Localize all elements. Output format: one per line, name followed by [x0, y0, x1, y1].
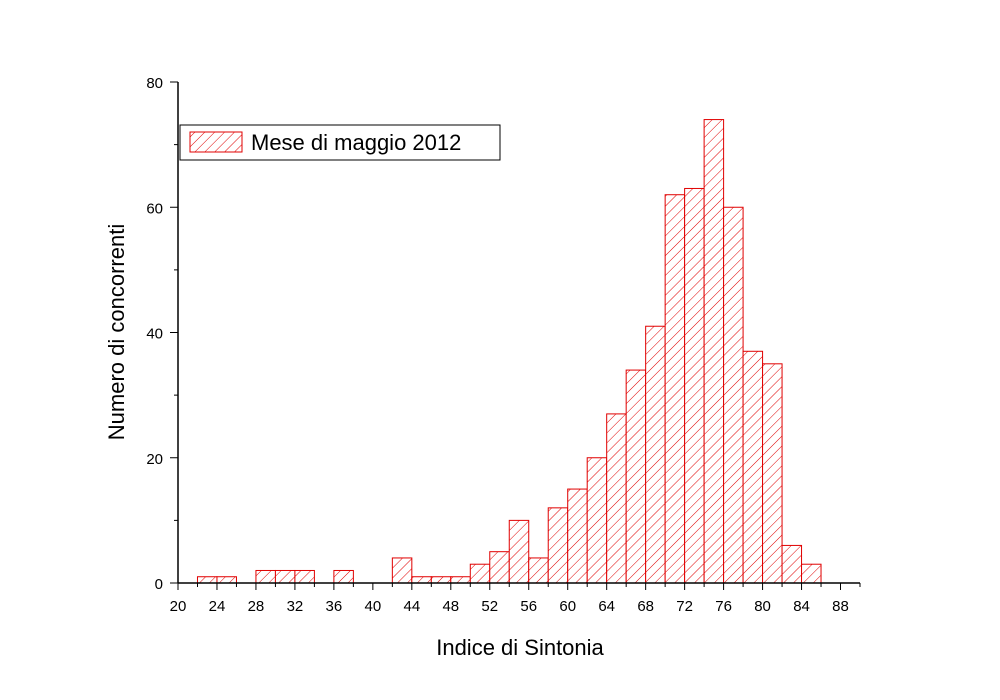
histogram-bar — [684, 187, 705, 584]
histogram-bar — [586, 457, 608, 584]
y-axis-title: Numero di concorrenti — [104, 224, 129, 440]
histogram-bar — [528, 557, 549, 584]
histogram-bar — [294, 569, 315, 584]
bars-layer — [196, 119, 822, 584]
histogram-bar — [625, 369, 647, 584]
histogram-bar — [391, 557, 413, 584]
histogram-bar — [489, 551, 510, 584]
x-tick-label: 56 — [520, 598, 537, 615]
y-tick-label: 60 — [146, 200, 163, 217]
histogram-bar — [742, 350, 764, 584]
histogram-bar — [430, 576, 452, 584]
histogram-bar — [450, 576, 471, 584]
x-tick-label: 20 — [170, 598, 187, 615]
y-tick-label: 0 — [155, 576, 163, 593]
histogram-bar — [255, 569, 276, 584]
histogram-bar — [411, 576, 432, 584]
histogram-bar — [723, 206, 744, 584]
histogram-bar — [801, 563, 822, 584]
x-tick-label: 24 — [209, 598, 226, 615]
histogram-bar — [469, 563, 491, 584]
x-tick-label: 64 — [598, 598, 615, 615]
histogram-bar — [274, 569, 296, 584]
legend: Mese di maggio 2012 — [179, 124, 501, 161]
x-tick-label: 84 — [793, 598, 810, 615]
x-tick-label: 52 — [481, 598, 498, 615]
histogram-bar — [567, 488, 588, 584]
histogram-bar — [508, 519, 530, 584]
y-tick-label: 40 — [146, 326, 163, 343]
legend-label: Mese di maggio 2012 — [251, 130, 461, 155]
x-tick-label: 44 — [403, 598, 420, 615]
histogram-bar — [645, 325, 666, 584]
y-tick-label: 20 — [146, 451, 163, 468]
x-tick-label: 88 — [832, 598, 849, 615]
x-tick-label: 32 — [287, 598, 304, 615]
histogram-bar — [762, 363, 783, 584]
labels-layer: 20 24 28 32 36 40 44 48 52 56 60 64 68 72 76 80 84 88 0 20 4… — [146, 75, 849, 615]
x-tick-label: 60 — [559, 598, 576, 615]
x-tick-label: 80 — [754, 598, 771, 615]
histogram-bar — [333, 569, 354, 584]
histogram-bar — [703, 119, 725, 584]
histogram-bar — [547, 507, 569, 584]
histogram-bar — [216, 576, 237, 584]
y-tick-label: 80 — [146, 75, 163, 92]
histogram-bar — [781, 544, 803, 584]
legend-swatch — [189, 131, 243, 153]
x-axis-title: Indice di Sintonia — [436, 635, 604, 660]
histogram-bar — [196, 576, 218, 584]
histogram-bar — [664, 194, 686, 584]
x-tick-label: 36 — [326, 598, 343, 615]
x-tick-label: 40 — [365, 598, 382, 615]
x-tick-label: 76 — [715, 598, 732, 615]
axes-layer — [170, 81, 861, 590]
histogram-bar — [606, 413, 627, 584]
x-tick-label: 68 — [637, 598, 654, 615]
x-tick-label: 72 — [676, 598, 693, 615]
x-tick-label: 48 — [442, 598, 459, 615]
x-tick-label: 28 — [248, 598, 265, 615]
